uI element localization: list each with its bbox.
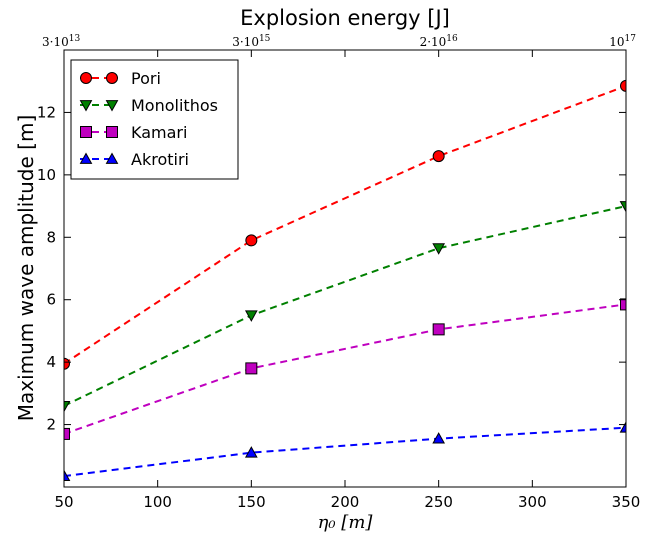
legend-label-akrotiri: Akrotiri xyxy=(131,150,189,169)
data-point-kamari xyxy=(432,323,445,336)
y-tick-label: 8 xyxy=(46,228,56,246)
data-point-akrotiri xyxy=(64,469,71,481)
legend-marker-monolithos xyxy=(105,100,119,112)
y-tick-label: 4 xyxy=(46,353,56,371)
legend-label-monolithos: Monolithos xyxy=(131,96,218,115)
legend-marker-kamari xyxy=(80,126,92,138)
data-point-kamari xyxy=(620,298,626,311)
x-tick-label: 150 xyxy=(237,493,266,511)
data-point-kamari xyxy=(64,427,70,440)
series-line-akrotiri xyxy=(64,426,626,478)
data-point-monolithos xyxy=(244,310,258,322)
legend-marker-pori xyxy=(80,72,92,84)
y-tick-label: 12 xyxy=(37,103,56,121)
x-axis-title: η₀ [m] xyxy=(318,512,374,533)
data-point-pori xyxy=(620,79,626,92)
top-tick-label: 3·1015 xyxy=(232,34,270,49)
data-point-monolithos xyxy=(64,400,71,413)
y-tick-label: 6 xyxy=(46,291,56,309)
series-line-monolithos xyxy=(64,205,626,407)
x-tick-label: 350 xyxy=(612,493,641,511)
x-tick-label: 50 xyxy=(54,493,73,511)
legend: Pori Monolithos Kamari Akrotiri xyxy=(70,59,239,180)
y-tick-label: 2 xyxy=(46,416,56,434)
data-point-pori xyxy=(432,150,445,163)
x-tick-label: 250 xyxy=(424,493,453,511)
data-point-monolithos xyxy=(432,243,446,255)
top-tick-label: 2·1016 xyxy=(420,34,458,49)
legend-marker-monolithos xyxy=(79,100,93,112)
ticks: 50 100 150 200 250 300 350 2 4 6 8 10 12 3·1013 3·1015… xyxy=(37,34,640,511)
legend-marker-akrotiri xyxy=(105,152,119,164)
legend-marker-akrotiri xyxy=(79,152,93,164)
data-point-akrotiri xyxy=(244,446,258,458)
x-tick-label: 100 xyxy=(143,493,172,511)
top-tick-label: 1017 xyxy=(609,34,636,49)
data-point-pori xyxy=(64,357,70,370)
y-tick-label: 10 xyxy=(37,166,56,184)
top-axis-title: Explosion energy [J] xyxy=(240,6,450,30)
legend-label-pori: Pori xyxy=(131,69,161,88)
plot-area xyxy=(64,79,626,481)
data-point-monolithos xyxy=(619,201,626,213)
data-point-akrotiri xyxy=(432,432,446,444)
y-axis-title: Maximum wave amplitude [m] xyxy=(14,115,38,422)
series-line-kamari xyxy=(64,303,626,435)
x-tick-label: 200 xyxy=(331,493,360,511)
legend-marker-kamari xyxy=(106,126,118,138)
series-line-pori xyxy=(64,84,626,365)
legend-label-kamari: Kamari xyxy=(131,123,187,142)
data-point-kamari xyxy=(245,362,258,375)
top-tick-label: 3·1013 xyxy=(42,34,80,49)
data-point-pori xyxy=(245,234,258,247)
x-tick-label: 300 xyxy=(518,493,547,511)
legend-marker-pori xyxy=(106,72,118,84)
